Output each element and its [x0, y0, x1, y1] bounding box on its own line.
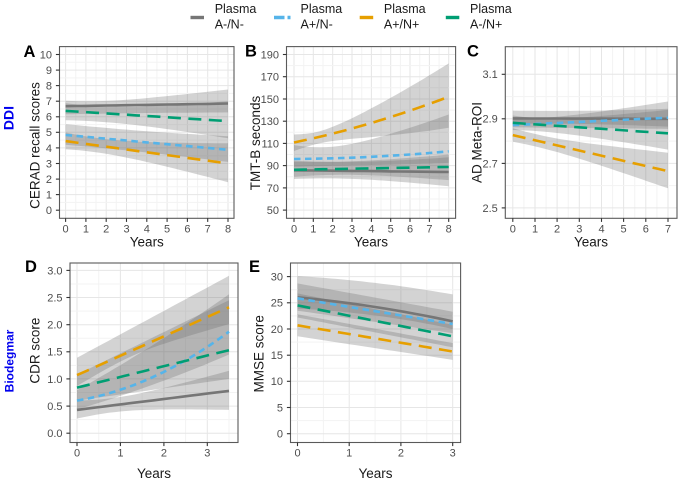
svg-text:2: 2 — [161, 448, 167, 460]
svg-text:5: 5 — [277, 402, 283, 414]
svg-text:2: 2 — [46, 174, 52, 186]
svg-text:Plasma: Plasma — [470, 2, 512, 16]
svg-text:MMSE score: MMSE score — [252, 315, 267, 392]
svg-text:8: 8 — [446, 223, 452, 235]
svg-text:5: 5 — [46, 127, 52, 139]
svg-text:7: 7 — [665, 223, 671, 235]
svg-text:8: 8 — [46, 81, 52, 93]
svg-text:90: 90 — [267, 161, 279, 173]
svg-text:1: 1 — [46, 190, 52, 202]
svg-text:Years: Years — [130, 235, 164, 250]
svg-text:0: 0 — [46, 205, 52, 217]
svg-text:3: 3 — [576, 223, 582, 235]
svg-text:0: 0 — [510, 223, 516, 235]
svg-text:2.5: 2.5 — [483, 203, 498, 215]
svg-text:A+/N+: A+/N+ — [384, 18, 419, 32]
svg-text:4: 4 — [598, 223, 604, 235]
svg-text:5: 5 — [621, 223, 627, 235]
svg-text:10: 10 — [40, 49, 52, 61]
svg-text:D: D — [25, 258, 37, 276]
svg-text:20: 20 — [271, 324, 283, 336]
svg-text:B: B — [245, 43, 257, 61]
svg-text:2.0: 2.0 — [47, 320, 62, 332]
svg-text:6: 6 — [407, 223, 413, 235]
svg-text:190: 190 — [261, 49, 279, 61]
svg-text:9: 9 — [46, 65, 52, 77]
svg-text:Years: Years — [358, 466, 392, 481]
svg-text:1: 1 — [310, 223, 316, 235]
svg-text:0.0: 0.0 — [47, 428, 62, 440]
svg-text:130: 130 — [261, 116, 279, 128]
svg-text:6: 6 — [643, 223, 649, 235]
svg-text:10: 10 — [271, 376, 283, 388]
svg-text:2: 2 — [330, 223, 336, 235]
svg-text:1: 1 — [532, 223, 538, 235]
svg-text:70: 70 — [267, 183, 279, 195]
svg-text:2: 2 — [554, 223, 560, 235]
svg-text:3: 3 — [450, 448, 456, 460]
svg-text:Years: Years — [354, 235, 388, 250]
svg-text:15: 15 — [271, 350, 283, 362]
svg-text:4: 4 — [368, 223, 374, 235]
svg-text:150: 150 — [261, 94, 279, 106]
svg-text:3: 3 — [349, 223, 355, 235]
svg-text:A-/N-: A-/N- — [215, 18, 244, 32]
svg-text:1: 1 — [346, 448, 352, 460]
svg-text:A-/N+: A-/N+ — [470, 18, 502, 32]
svg-text:170: 170 — [261, 72, 279, 84]
svg-text:0: 0 — [277, 429, 283, 441]
svg-text:6: 6 — [46, 112, 52, 124]
svg-text:0.5: 0.5 — [47, 401, 62, 413]
svg-text:AD Meta-ROI: AD Meta-ROI — [470, 102, 485, 183]
svg-text:2: 2 — [103, 223, 109, 235]
svg-text:2.9: 2.9 — [483, 114, 498, 126]
svg-text:3: 3 — [46, 158, 52, 170]
svg-text:8: 8 — [225, 223, 231, 235]
svg-text:50: 50 — [267, 205, 279, 217]
svg-text:CERAD recall scores: CERAD recall scores — [28, 82, 43, 209]
svg-text:2.5: 2.5 — [47, 292, 62, 304]
svg-text:C: C — [467, 43, 479, 61]
svg-text:5: 5 — [388, 223, 394, 235]
svg-text:0: 0 — [294, 448, 300, 460]
svg-text:CDR score: CDR score — [28, 318, 43, 384]
svg-text:Years: Years — [137, 466, 171, 481]
svg-text:A+/N-: A+/N- — [301, 18, 333, 32]
svg-text:7: 7 — [426, 223, 432, 235]
svg-text:0: 0 — [74, 448, 80, 460]
svg-text:1.5: 1.5 — [47, 347, 62, 359]
svg-text:TMT-B seconds: TMT-B seconds — [248, 95, 263, 190]
svg-text:Plasma: Plasma — [215, 2, 257, 16]
svg-text:1: 1 — [83, 223, 89, 235]
svg-text:3.0: 3.0 — [47, 265, 62, 277]
svg-text:25: 25 — [271, 298, 283, 310]
svg-text:30: 30 — [271, 272, 283, 284]
svg-text:5: 5 — [164, 223, 170, 235]
svg-text:2.7: 2.7 — [483, 158, 498, 170]
svg-text:110: 110 — [261, 138, 279, 150]
svg-text:1: 1 — [117, 448, 123, 460]
svg-text:Plasma: Plasma — [301, 2, 343, 16]
svg-text:4: 4 — [144, 223, 150, 235]
svg-text:E: E — [249, 258, 260, 276]
svg-text:A: A — [24, 43, 36, 61]
svg-text:4: 4 — [46, 143, 52, 155]
svg-text:Plasma: Plasma — [384, 2, 426, 16]
svg-text:7: 7 — [205, 223, 211, 235]
svg-text:DDI: DDI — [0, 106, 16, 130]
svg-text:1.0: 1.0 — [47, 374, 62, 386]
svg-text:7: 7 — [46, 96, 52, 108]
svg-text:Years: Years — [574, 235, 608, 250]
svg-text:6: 6 — [184, 223, 190, 235]
svg-text:3: 3 — [123, 223, 129, 235]
svg-text:0: 0 — [291, 223, 297, 235]
svg-text:0: 0 — [63, 223, 69, 235]
svg-text:Biodegmar: Biodegmar — [2, 329, 16, 392]
svg-text:2: 2 — [398, 448, 404, 460]
svg-text:3.1: 3.1 — [483, 69, 498, 81]
svg-text:3: 3 — [204, 448, 210, 460]
